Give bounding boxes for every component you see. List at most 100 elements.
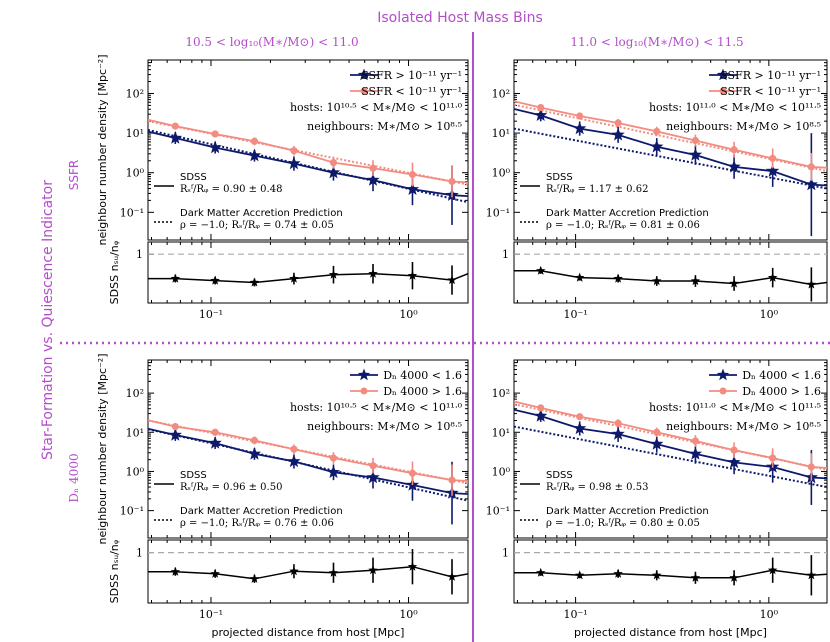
series-point-sf (688, 446, 703, 460)
ratio-point (447, 571, 457, 581)
series-point-sf (650, 437, 664, 450)
x-tick-label: 10⁰ (399, 608, 418, 621)
y-tick-label: 10² (126, 387, 144, 400)
x-tick-label: 10⁰ (760, 308, 779, 321)
legend-sdss-ratio: Rₛᶠ/Rᵩ = 1.17 ± 0.62 (546, 184, 648, 195)
legend-q-marker (719, 387, 727, 395)
legend-sf-label: Dₙ 4000 < 1.6 (742, 369, 821, 382)
main-axes-frame (147, 59, 469, 241)
ratio-y-axis-label: SDSS nₛᵤ/nᵩ (108, 539, 121, 603)
y-tick-label: 10⁻¹ (486, 505, 510, 518)
row-label-ssfr: SSFR (67, 160, 81, 190)
series-point-q (408, 170, 417, 179)
y-tick-label: 10¹ (126, 127, 144, 140)
series-point-q (614, 419, 622, 427)
ratio-y-tick-label: 1 (136, 248, 143, 261)
legend-dm-label: Dark Matter Accretion Prediction (180, 506, 343, 517)
series-point-sf (688, 148, 703, 161)
series-point-sf (247, 148, 262, 162)
y-tick-label: 10¹ (492, 426, 510, 439)
legend-sf-label: SSFR > 10⁻¹¹ yr⁻¹ (361, 69, 462, 82)
series-point-q (171, 122, 179, 130)
series-point-q (653, 428, 661, 436)
ratio-point (407, 561, 418, 571)
legend-sdss-label: SDSS (546, 172, 573, 183)
legend-sdss-ratio: Rₛᶠ/Rᵩ = 0.96 ± 0.50 (180, 482, 282, 493)
series-point-q (769, 154, 777, 162)
y-tick-label: 10⁻¹ (120, 206, 144, 219)
y-tick-label: 10² (492, 387, 510, 400)
series-line-sf (148, 427, 468, 495)
ratio-point (328, 269, 339, 279)
panel-ssfr-low: 10⁻¹ 10⁰ 10¹ 10² 10⁻¹ 10⁰ 1 SSFR > 10⁻¹¹ yr⁻¹ SS… (96, 54, 469, 321)
legend-dm-ratio: ρ = −1.0; Rₛᶠ/Rᵩ = 0.80 ± 0.05 (546, 518, 700, 529)
legend-dm-ratio: ρ = −1.0; Rₛᶠ/Rᵩ = 0.81 ± 0.06 (546, 220, 700, 231)
series-point-q (211, 428, 219, 436)
legend-neighbours-label: neighbours: M∗/M⊙ > 10⁸ᐧ⁵ (307, 420, 462, 433)
series-point-sf (611, 127, 625, 141)
x-tick-label: 10⁻¹ (199, 308, 223, 321)
ratio-line (514, 569, 827, 579)
legend-sf-label: Dₙ 4000 < 1.6 (383, 369, 462, 382)
y-tick-label: 10⁰ (492, 465, 511, 478)
y-tick-label: 10² (126, 87, 144, 100)
series-point-q (408, 469, 417, 477)
legend-dm-label: Dark Matter Accretion Prediction (180, 208, 343, 219)
series-point-q (250, 436, 259, 445)
y-axis-label: neighbour number density [Mpc⁻²] (96, 353, 109, 544)
y-tick-label: 10¹ (492, 127, 510, 140)
ratio-y-tick-label: 1 (502, 248, 509, 261)
ratio-y-tick-label: 1 (136, 547, 143, 560)
series-point-q (448, 177, 456, 186)
ratio-line (148, 272, 468, 284)
ratio-point (806, 570, 817, 580)
series-point-sf (287, 454, 301, 468)
main-axes-frame (513, 59, 828, 241)
legend-dm-ratio: ρ = −1.0; Rₛᶠ/Rᵩ = 0.76 ± 0.06 (180, 518, 334, 529)
ratio-point (729, 572, 739, 582)
series-point-q (290, 147, 298, 155)
legend-neighbours-label: neighbours: M∗/M⊙ > 10⁸ᐧ⁵ (307, 120, 462, 133)
ratio-point (767, 565, 778, 575)
ratio-point (210, 275, 220, 285)
series-point-sf (727, 455, 741, 469)
column-title-left: 10.5 < log₁₀(M∗/M⊙) < 11.0 (185, 35, 358, 49)
legend-neighbours-label: neighbours: M∗/M⊙ > 10⁸ᐧ⁵ (666, 420, 821, 433)
legend-sf-marker (716, 68, 730, 81)
legend-hosts-label: hosts: 10¹¹ᐧ⁰ < M∗/M⊙ < 10¹¹ᐧ⁵ (649, 401, 821, 414)
series-line-q (148, 419, 468, 482)
ratio-point (652, 276, 662, 286)
legend-sf-label: SSFR > 10⁻¹¹ yr⁻¹ (720, 69, 821, 82)
series-point-sf (208, 140, 222, 154)
ratio-point (767, 272, 778, 282)
series-point-sf (247, 446, 262, 460)
y-tick-label: 10² (492, 87, 510, 100)
series-point-q (369, 164, 377, 172)
series-point-sf (366, 173, 380, 186)
series-point-sf (650, 139, 664, 153)
ratio-point (574, 272, 585, 282)
model-lines (514, 403, 827, 489)
legend-hosts-label: hosts: 10¹⁰ᐧ⁵ < M∗/M⊙ < 10¹¹ᐧ⁰ (290, 401, 463, 414)
x-tick-label: 10⁻¹ (199, 608, 223, 621)
series-point-sf (573, 421, 587, 435)
series-point-q (290, 445, 298, 453)
series-point-q (537, 404, 545, 412)
series-line-q (514, 100, 827, 169)
series-point-q (171, 422, 179, 431)
legend-neighbours-label: neighbours: M∗/M⊙ > 10⁸ᐧ⁵ (666, 120, 821, 133)
series-point-sf (573, 121, 587, 135)
ratio-y-axis-label: SDSS nₛᵤ/nᵩ (108, 240, 121, 304)
legend-sf-marker (716, 368, 730, 381)
x-tick-label: 10⁰ (760, 608, 779, 621)
legend-q-marker (360, 387, 368, 395)
ratio-point (690, 276, 701, 286)
ratio-point (289, 273, 299, 283)
legend-sdss-ratio: Rₛᶠ/Rᵩ = 0.98 ± 0.53 (546, 482, 648, 493)
y-tick-label: 10⁰ (126, 465, 145, 478)
ratio-point (407, 270, 418, 280)
series-point-sf (208, 436, 222, 449)
y-tick-label: 10⁻¹ (120, 505, 144, 518)
ratio-axes-frame (513, 241, 828, 304)
